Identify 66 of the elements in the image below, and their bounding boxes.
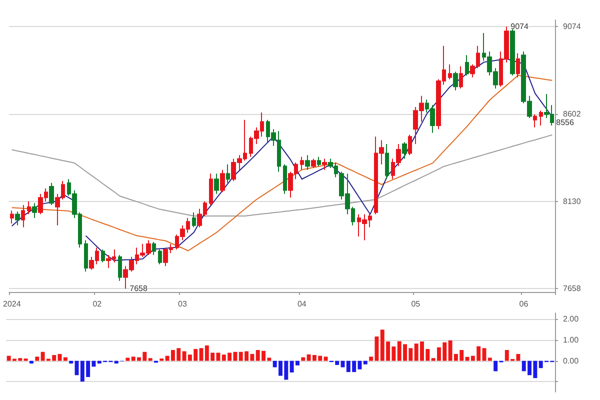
candlestick [305,154,310,170]
bar [494,360,498,372]
candlestick [317,156,321,167]
candlestick [402,142,407,160]
candlestick [220,169,225,193]
candlestick [322,158,327,170]
candlestick [453,71,458,91]
x-tick-label: 05 [411,300,421,308]
candlestick [49,182,54,206]
candlestick [209,173,213,206]
candlestick [192,212,196,228]
candlestick [539,110,543,126]
y-tick-label: 2.00 [563,314,580,324]
candlestick [465,54,469,76]
bar [69,360,74,364]
y-tick-label: 0.00 [563,356,580,366]
y-tick-label: 8130 [563,196,582,206]
bar [35,356,40,361]
candlestick [158,248,162,265]
bar [301,357,306,361]
candlestick [448,64,452,80]
bar [58,354,62,361]
candlestick [533,114,537,128]
bar [29,360,34,364]
candlestick [459,66,463,89]
candlestick [32,202,37,218]
bar [199,348,204,361]
bar [324,356,328,361]
candlestick [385,143,389,180]
x-tick-label: 06 [519,300,529,308]
annotation: 8556 [556,118,575,128]
x-tick-label: 04 [297,300,307,308]
x-tick-label: 2024 [2,300,22,308]
candlestick [408,134,412,156]
candlestick [226,164,230,184]
bar [363,360,368,364]
y-tick-label: 9074 [563,22,582,32]
candlestick [101,248,105,263]
candlestick [10,210,14,224]
annotation: 7658 [130,284,148,294]
candlestick [27,200,31,215]
bar [63,357,68,361]
candlestick [118,254,122,282]
bar [216,352,220,361]
bar [488,358,492,361]
candlestick [152,242,156,256]
bar [148,358,152,361]
candlestick [516,52,520,78]
bar [482,348,486,361]
bar [126,358,130,361]
x-tick-label: 03 [178,300,188,308]
x-tick-label: 02 [92,300,102,308]
candlestick [84,240,88,272]
candlestick [15,211,20,226]
candlestick [510,28,515,76]
candlestick [311,158,316,169]
bar [114,360,118,364]
candlestick [21,204,25,228]
y-tick-label: 7658 [563,284,582,294]
line-series [11,134,553,216]
candlestick [214,173,219,194]
candlestick [300,156,304,170]
annotation: 9074 [510,22,530,32]
candlestick [283,164,287,194]
y-tick-label: 8602 [563,109,582,118]
y-tick-label: 1.00 [563,336,580,345]
